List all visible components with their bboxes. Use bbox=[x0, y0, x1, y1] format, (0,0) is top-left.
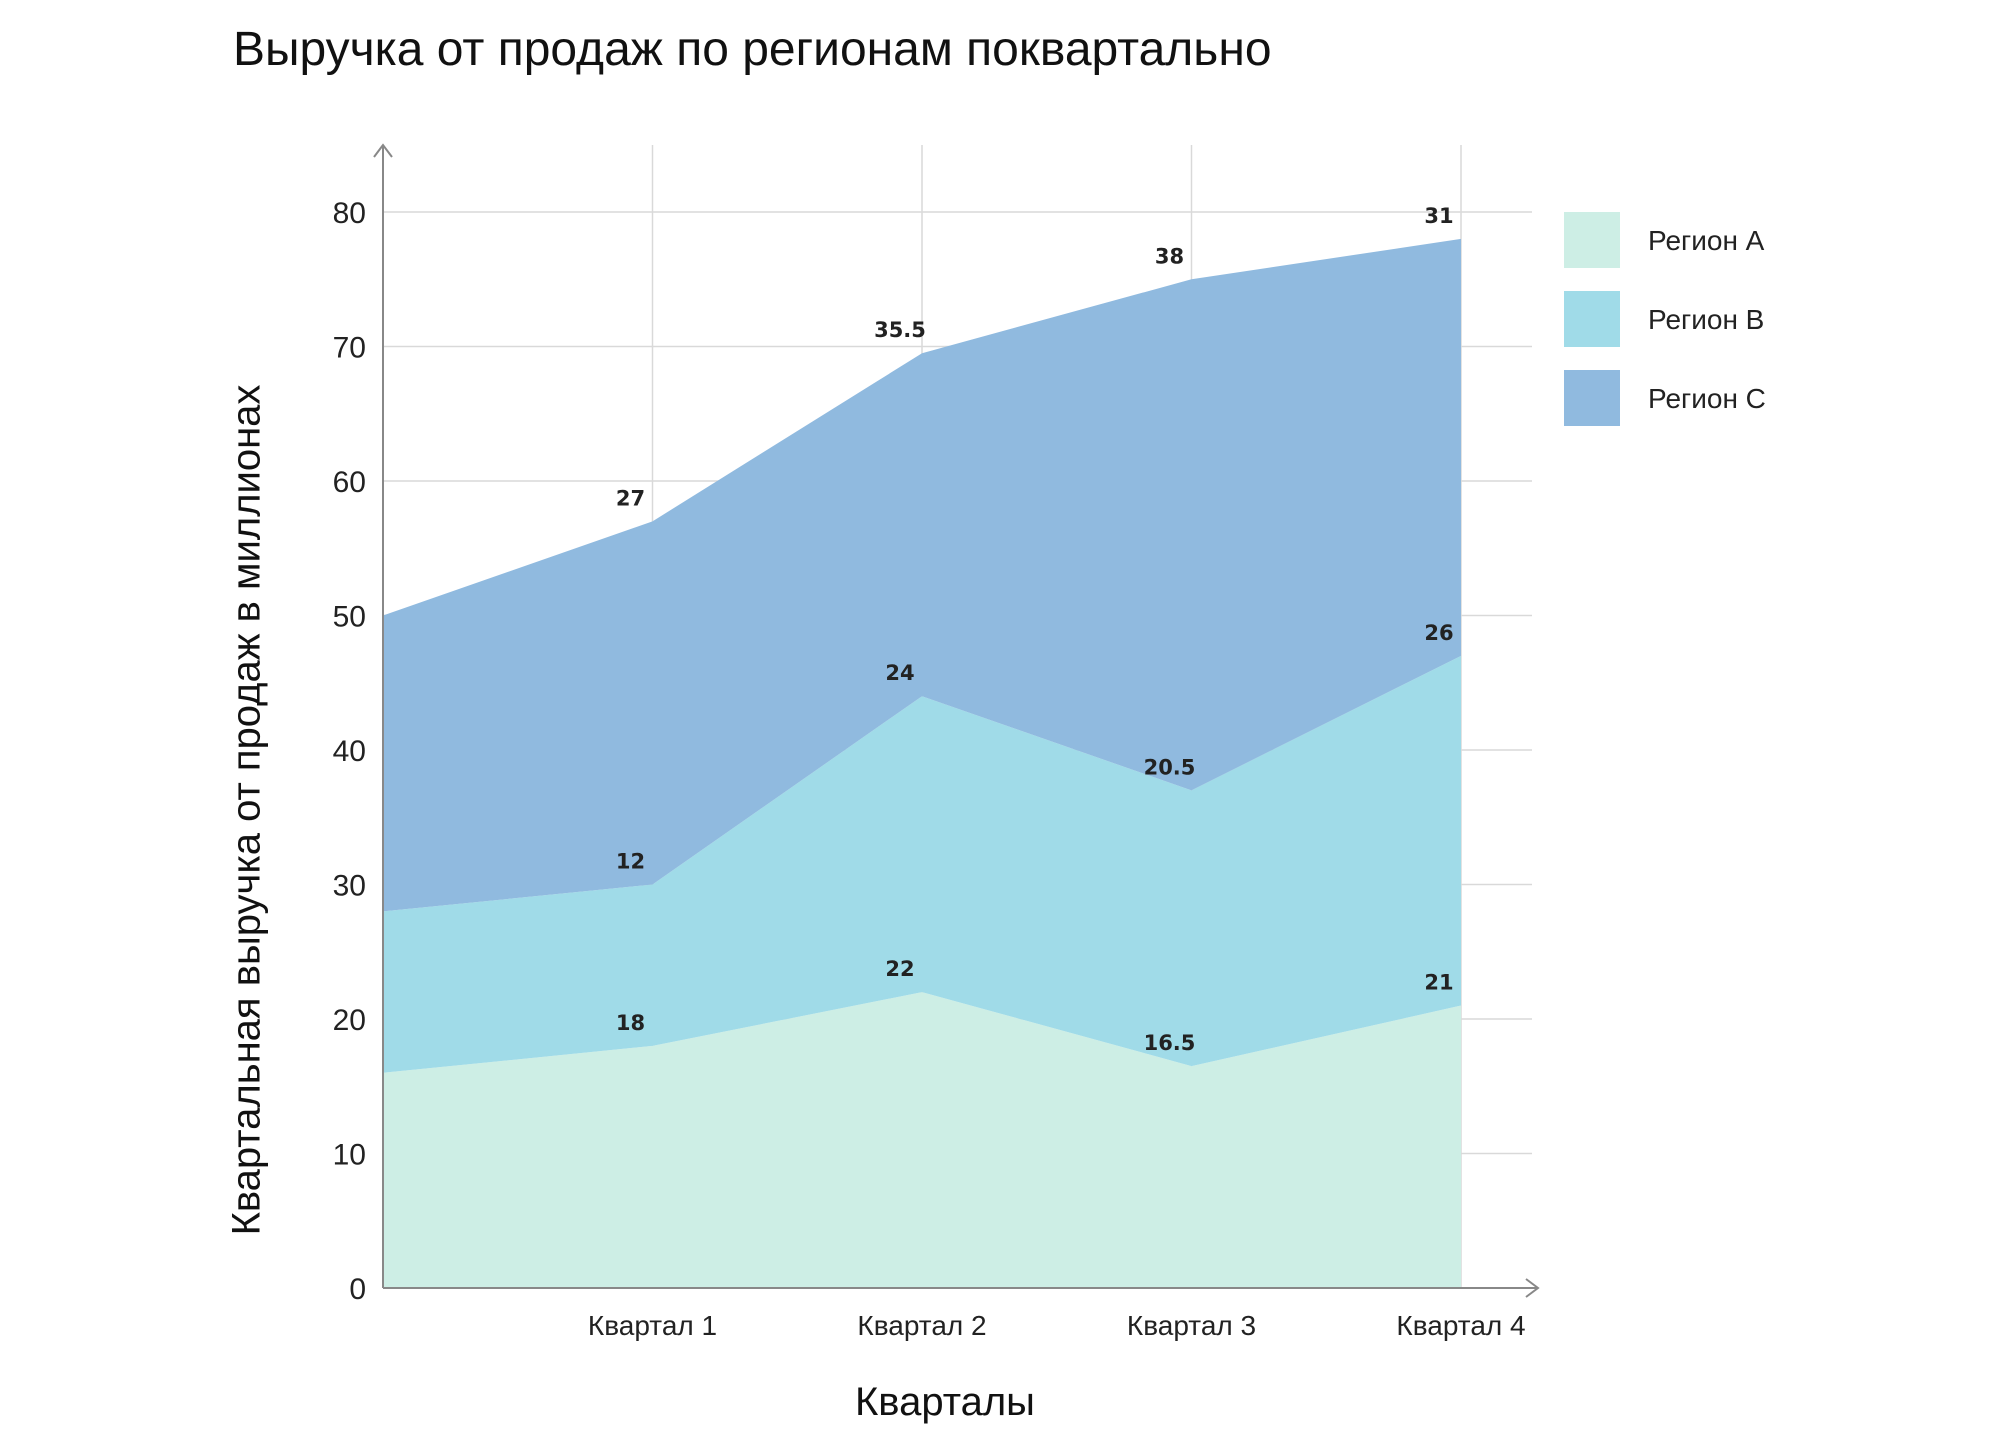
data-label: 31 bbox=[1424, 204, 1453, 228]
data-label: 38 bbox=[1155, 244, 1184, 268]
y-tick-label: 0 bbox=[349, 1273, 366, 1306]
legend-swatch bbox=[1564, 370, 1620, 426]
x-axis-title: Кварталы bbox=[855, 1380, 1035, 1424]
legend-swatch bbox=[1564, 291, 1620, 347]
y-axis-arrow bbox=[373, 143, 393, 158]
y-tick-label: 20 bbox=[333, 1004, 366, 1037]
x-tick-label: Квартал 1 bbox=[588, 1310, 717, 1341]
y-tick-label: 70 bbox=[333, 332, 366, 365]
data-labels: 18 22 16.5 21 12 24 20.5 26 27 35.5 38 31 bbox=[616, 204, 1454, 1055]
x-axis-arrow bbox=[1525, 1278, 1540, 1298]
areas bbox=[383, 238, 1461, 1288]
y-tick-label: 30 bbox=[333, 870, 366, 903]
data-label: 18 bbox=[616, 1011, 645, 1035]
data-label: 35.5 bbox=[874, 318, 926, 342]
legend-label: Регион C bbox=[1648, 383, 1766, 414]
y-tick-label: 40 bbox=[333, 735, 366, 768]
data-label: 20.5 bbox=[1144, 755, 1196, 779]
data-label: 24 bbox=[885, 661, 914, 685]
y-tick-label: 50 bbox=[333, 601, 366, 634]
data-label: 12 bbox=[616, 850, 645, 874]
axes: 0 10 20 30 40 50 60 70 80 Квартал 1 Квартал 2 Кварт… bbox=[333, 143, 1540, 1341]
area-series-3 bbox=[383, 238, 1461, 912]
data-label: 16.5 bbox=[1144, 1031, 1196, 1055]
legend-label: Регион A bbox=[1648, 225, 1765, 256]
x-tick-label: Квартал 4 bbox=[1396, 1310, 1525, 1341]
y-tick-label: 80 bbox=[333, 197, 366, 230]
legend-swatch bbox=[1564, 212, 1620, 268]
chart-title: Выручка от продаж по регионам покварталь… bbox=[233, 23, 1272, 76]
data-label: 27 bbox=[616, 486, 645, 510]
legend-label: Регион B bbox=[1648, 304, 1764, 335]
data-label: 26 bbox=[1424, 621, 1453, 645]
area-series-2 bbox=[383, 655, 1461, 1073]
data-label: 22 bbox=[885, 957, 914, 981]
x-tick-label: Квартал 3 bbox=[1127, 1310, 1256, 1341]
y-tick-label: 10 bbox=[333, 1139, 366, 1172]
data-label: 21 bbox=[1424, 971, 1453, 995]
x-tick-label: Квартал 2 bbox=[857, 1310, 986, 1341]
y-tick-label: 60 bbox=[333, 466, 366, 499]
legend: Регион A Регион B Регион C bbox=[1564, 212, 1766, 426]
